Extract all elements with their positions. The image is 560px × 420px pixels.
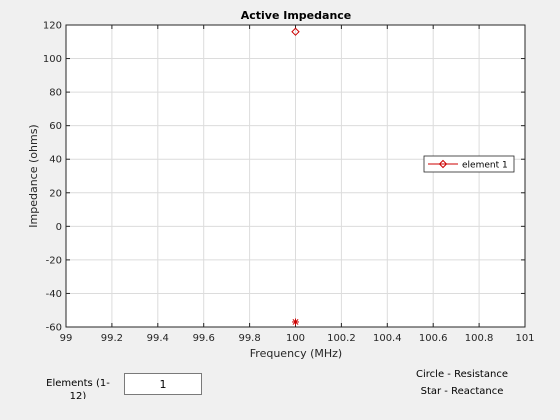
reactance-star-stroke [292,319,299,325]
legend-diamond-marker [438,159,448,169]
chart-title: Active Impedance [241,9,352,22]
y-tick-label: 0 [56,222,62,233]
x-tick-label: 99.2 [101,333,123,344]
legend: element 1 [423,155,515,173]
x-tick-label: 100 [286,333,305,344]
y-tick-group: -60 -40 -20 0 20 40 60 80 100 120 [43,21,525,334]
star-note: Star - Reactance [420,386,504,397]
elements-input[interactable] [124,373,202,395]
legend-box [423,155,515,173]
x-tick-label: 100.4 [373,333,402,344]
reactance-point [292,318,299,326]
x-tick-group: 99 99.2 99.4 99.6 99.8 100 100.2 100.4 100.6 100.… [60,25,535,344]
y-tick-label: 100 [43,54,62,65]
y-tick-label: -40 [46,289,62,300]
elements-label: Elements (1-12) [46,378,110,399]
y-tick-label: 120 [43,21,62,32]
y-tick-label: 80 [49,88,62,99]
x-tick-label: 99.6 [193,333,215,344]
x-tick-label: 99.4 [147,333,169,344]
y-tick-label: 20 [49,188,62,199]
x-tick-label: 100.8 [465,333,494,344]
y-axis-label: Impedance (ohms) [27,124,40,227]
data-marks [291,27,300,326]
x-tick-label: 99.8 [238,333,260,344]
legend-label: element 1 [462,161,508,171]
resistance-point [291,27,300,36]
x-tick-label: 100.2 [327,333,356,344]
circle-note: Circle - Resistance [416,369,508,380]
x-tick-label: 99 [60,333,73,344]
y-tick-label: -20 [46,255,62,266]
y-tick-label: 40 [49,155,62,166]
x-tick-label: 100.6 [419,333,448,344]
x-tick-label: 101 [515,333,534,344]
y-tick-label: 60 [49,121,62,132]
x-axis-label: Frequency (MHz) [250,347,342,360]
y-tick-label: -60 [46,323,62,334]
